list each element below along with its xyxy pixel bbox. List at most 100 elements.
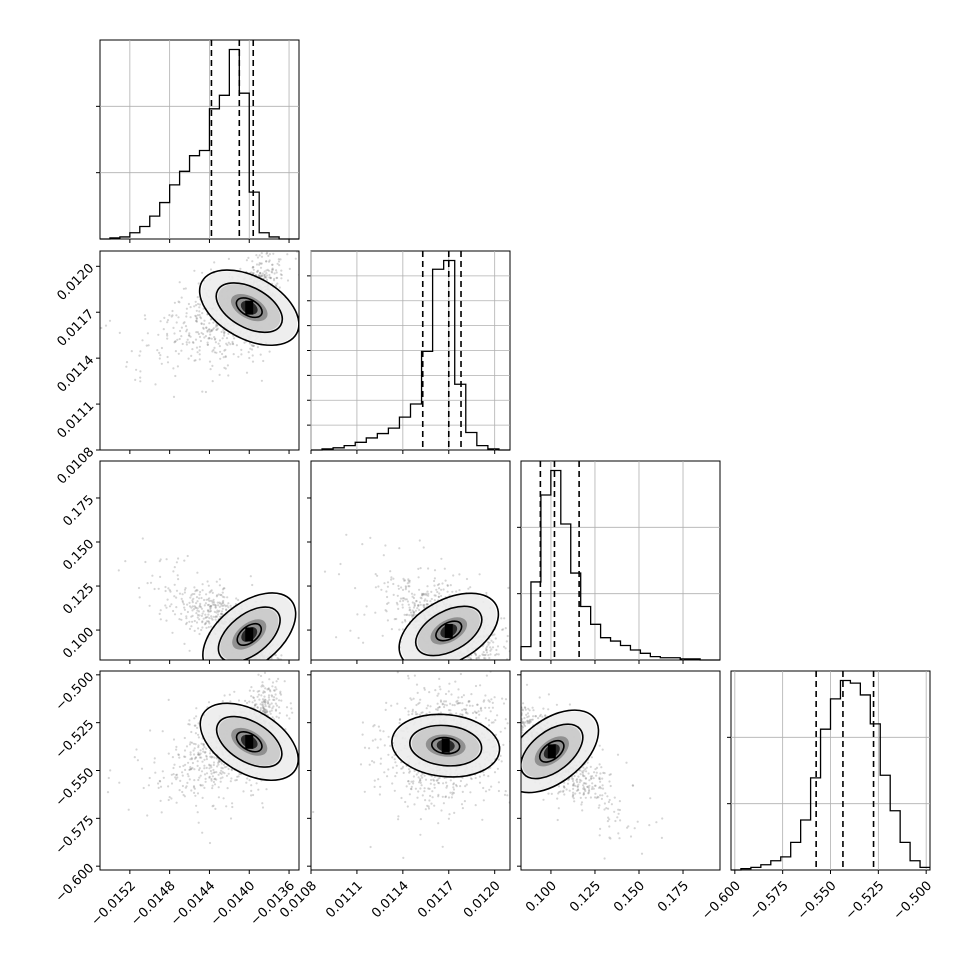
sample-point	[207, 620, 210, 623]
sample-point	[195, 320, 198, 323]
sample-point	[447, 665, 449, 667]
sample-point	[185, 623, 188, 626]
sample-point	[268, 678, 271, 681]
sample-point	[263, 707, 266, 710]
sample-point	[478, 654, 481, 657]
sample-point	[215, 580, 218, 583]
sample-point	[249, 347, 252, 350]
sample-point	[205, 772, 209, 775]
sample-point	[254, 661, 256, 663]
sample-point	[392, 582, 395, 586]
axes-frame	[99, 250, 300, 451]
sample-point	[186, 554, 189, 558]
sample-point	[265, 278, 269, 281]
sample-point	[286, 279, 290, 282]
sample-point	[215, 594, 219, 597]
sample-point	[463, 663, 465, 665]
sample-point	[450, 796, 453, 799]
sample-point	[396, 671, 399, 674]
sample-point	[158, 779, 161, 783]
sample-point	[433, 783, 436, 786]
sample-point	[210, 777, 213, 781]
sample-point	[204, 602, 207, 605]
sample-point	[209, 590, 212, 593]
sample-point	[167, 698, 170, 702]
sample-point	[382, 554, 385, 557]
sample-point	[426, 599, 429, 603]
sample-point	[226, 596, 229, 599]
sample-point	[407, 780, 410, 783]
sample-point	[469, 777, 473, 780]
sample-point	[159, 320, 162, 323]
sample-point	[145, 344, 148, 347]
sample-point	[465, 711, 468, 714]
sample-point	[187, 775, 190, 778]
sample-point	[478, 781, 482, 784]
sample-point	[244, 662, 246, 664]
sample-point	[461, 664, 463, 666]
sample-point	[268, 276, 271, 279]
sample-point	[273, 698, 276, 702]
sample-point	[209, 318, 212, 321]
sample-point	[412, 606, 416, 609]
sample-point	[425, 594, 428, 597]
sample-point	[168, 589, 171, 592]
sample-point	[201, 312, 204, 315]
sample-point	[183, 559, 186, 562]
sample-point	[194, 590, 197, 593]
sample-point	[259, 708, 262, 711]
sample-point	[197, 733, 200, 736]
sample-point	[365, 605, 368, 608]
sample-point	[193, 619, 196, 623]
sample-point	[185, 785, 188, 788]
sample-point	[362, 641, 365, 644]
sample-point	[283, 668, 285, 670]
sample-point	[422, 546, 425, 549]
sample-point	[205, 616, 208, 619]
sample-point	[220, 762, 223, 765]
sample-point	[263, 695, 266, 698]
sample-point	[411, 708, 414, 711]
sample-point	[435, 588, 438, 591]
sample-point	[430, 590, 433, 594]
sample-point	[200, 596, 203, 600]
contour-line	[235, 731, 263, 753]
sample-point	[265, 663, 267, 665]
scatter-panel-1-2	[307, 460, 511, 667]
sample-point	[376, 574, 379, 577]
sample-point	[213, 756, 216, 759]
sample-point	[216, 327, 219, 330]
sample-point	[475, 657, 478, 660]
sample-point	[384, 708, 387, 712]
sample-point	[262, 691, 265, 694]
sample-point	[408, 585, 411, 588]
sample-point	[218, 601, 221, 604]
density-peak	[245, 300, 254, 315]
sample-point	[206, 341, 209, 344]
sample-point	[193, 717, 196, 720]
sample-point	[267, 702, 270, 705]
sample-point	[469, 657, 472, 660]
sample-point	[262, 685, 265, 688]
sample-point	[198, 349, 201, 352]
sample-point	[269, 690, 272, 693]
sample-point	[257, 693, 260, 696]
sample-point	[436, 583, 439, 587]
sample-point	[188, 332, 191, 335]
sample-point	[266, 666, 268, 668]
sample-point	[273, 696, 276, 699]
sample-point	[273, 277, 276, 280]
sample-point	[254, 703, 257, 706]
sample-point	[220, 612, 223, 615]
sample-point	[181, 599, 184, 603]
sample-point	[208, 841, 212, 845]
sample-point	[216, 609, 219, 612]
sample-point	[505, 640, 508, 643]
sample-point	[469, 661, 471, 663]
sample-point	[268, 662, 270, 664]
sample-point	[177, 316, 180, 319]
sample-point	[209, 268, 213, 271]
sample-point	[164, 604, 167, 607]
sample-point	[263, 274, 266, 277]
sample-point	[218, 760, 221, 763]
